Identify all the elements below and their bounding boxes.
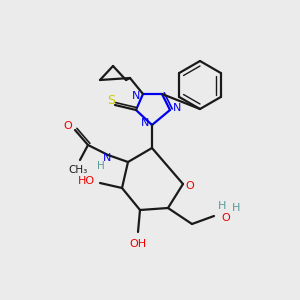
Text: CH₃: CH₃ [68,165,88,175]
Text: N: N [103,153,111,163]
Text: O: O [186,181,194,191]
Text: HO: HO [78,176,95,186]
Text: O: O [222,213,230,223]
Text: H: H [97,161,105,171]
Text: H: H [232,203,240,213]
Text: O: O [64,121,72,131]
Text: S: S [107,94,115,106]
Text: N: N [132,91,140,101]
Text: N: N [173,103,181,113]
Text: N: N [141,118,149,128]
Text: OH: OH [129,239,147,249]
Text: H: H [218,201,226,211]
